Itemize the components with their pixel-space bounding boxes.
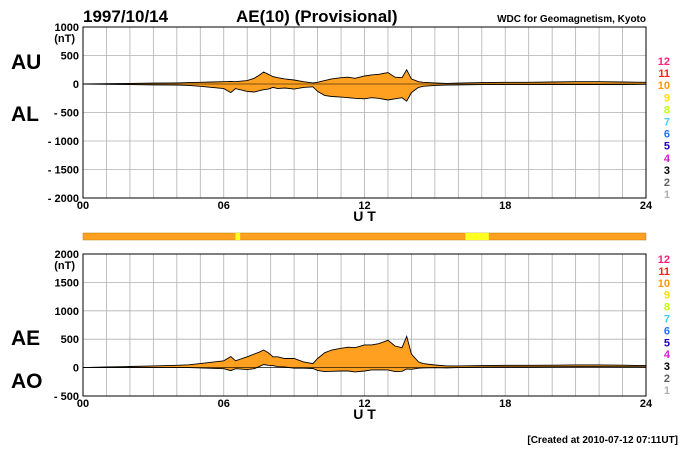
x-tick-label: 18 [499,398,511,410]
station-count-label: 2 [664,177,670,189]
plot-frame [82,253,647,397]
series-label-au: AU [11,51,41,74]
date-title: 1997/10/14 [83,7,169,26]
availability-bar-base [82,232,647,241]
station-count-label: 5 [664,337,670,349]
y-tick-label: - 1000 [48,136,79,148]
y-tick-label: 0 [73,363,79,375]
series-area-fill [83,69,646,102]
y-tick-label: 1000 [55,22,79,34]
y-tick-label: - 500 [54,391,79,403]
station-count-label: 4 [664,349,671,361]
station-count-label: 10 [658,80,670,92]
series-label-al: AL [11,103,39,126]
station-count-label: 7 [664,314,670,326]
station-count-label: 6 [664,325,670,337]
x-tick-label: 00 [77,398,89,410]
x-axis-label: U T [353,406,376,422]
availability-bar-highlight [235,233,241,240]
y-tick-label: 1000 [55,306,79,318]
station-count-label: 8 [664,104,670,116]
series-label-ao: AO [11,370,43,393]
station-count-label: 1 [664,385,670,397]
station-count-label: 6 [664,129,670,141]
station-count-label: 9 [664,92,670,104]
station-count-label: 3 [664,361,670,373]
station-count-label: 5 [664,141,670,153]
availability-bar-highlight [465,233,489,240]
index-title: AE(10) (Provisional) [236,7,398,26]
series-line-au [82,68,647,85]
station-count-label: 7 [664,117,670,129]
x-tick-label: 06 [218,200,230,212]
station-count-label: 12 [658,56,670,68]
y-units-label: (nT) [54,260,75,272]
y-tick-label: 500 [61,51,79,63]
station-count-label: 11 [658,68,670,80]
y-tick-label: 0 [73,79,79,91]
x-tick-label: 18 [499,200,511,212]
x-tick-label: 06 [218,398,230,410]
x-tick-label: 24 [640,398,653,410]
created-timestamp: [Created at 2010-07-12 07:11UT] [527,435,678,446]
station-count-label: 12 [658,254,670,266]
station-count-label: 2 [664,373,670,385]
plot-frame [82,26,647,199]
station-count-label: 4 [664,153,671,165]
y-units-label: (nT) [54,33,75,45]
y-tick-label: 1500 [55,277,79,289]
availability-bar [82,232,647,241]
x-tick-label: 24 [640,200,653,212]
y-tick-label: - 1500 [48,165,79,177]
station-count-label: 10 [658,278,670,290]
station-count-label: 8 [664,302,670,314]
series-line-al [82,83,647,102]
x-tick-label: 00 [77,200,89,212]
series-area-fill [83,336,646,372]
series-label-ae: AE [11,327,40,350]
x-tick-label: 12 [358,200,370,212]
source-label: WDC for Geomagnetism, Kyoto [497,14,646,25]
station-count-label: 11 [658,266,670,278]
y-tick-label: 500 [61,334,79,346]
series-line-ae [82,335,647,369]
station-count-label: 3 [664,165,670,177]
y-tick-label: 2000 [55,249,79,261]
station-count-label: 9 [664,290,670,302]
x-tick-label: 12 [358,398,370,410]
x-axis-label: U T [353,208,376,224]
station-count-label: 1 [664,189,670,201]
y-tick-label: - 2000 [48,193,79,205]
y-tick-label: - 500 [54,108,79,120]
